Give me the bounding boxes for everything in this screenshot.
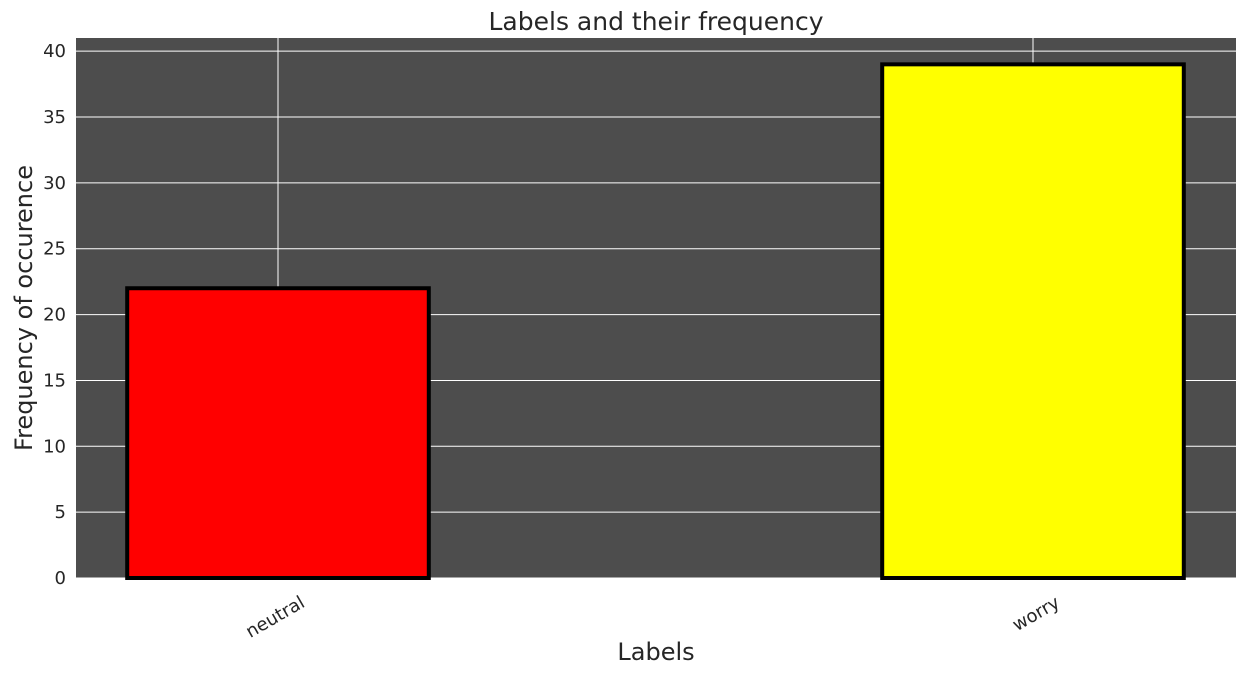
y-tick-label: 30 [43, 173, 66, 194]
x-tick-label: worry [1009, 592, 1064, 636]
chart-title: Labels and their frequency [489, 7, 824, 36]
y-tick-label: 40 [43, 41, 66, 62]
y-axis-label: Frequency of occurence [10, 165, 38, 451]
y-tick-label: 20 [43, 305, 66, 326]
y-tick-label: 5 [55, 502, 66, 523]
x-axis-ticks: neutral worry [242, 592, 1064, 643]
y-axis-ticks: 0 5 10 15 20 25 30 35 40 [43, 41, 66, 589]
y-tick-label: 15 [43, 370, 66, 391]
bar-worry [880, 62, 1186, 580]
x-axis-label: Labels [617, 638, 694, 666]
y-tick-label: 10 [43, 436, 66, 457]
bars [125, 62, 1186, 580]
x-tick-label: neutral [242, 592, 308, 642]
y-tick-label: 35 [43, 107, 66, 128]
y-tick-label: 25 [43, 239, 66, 260]
y-tick-label: 0 [55, 568, 66, 589]
bar-neutral [125, 286, 431, 580]
